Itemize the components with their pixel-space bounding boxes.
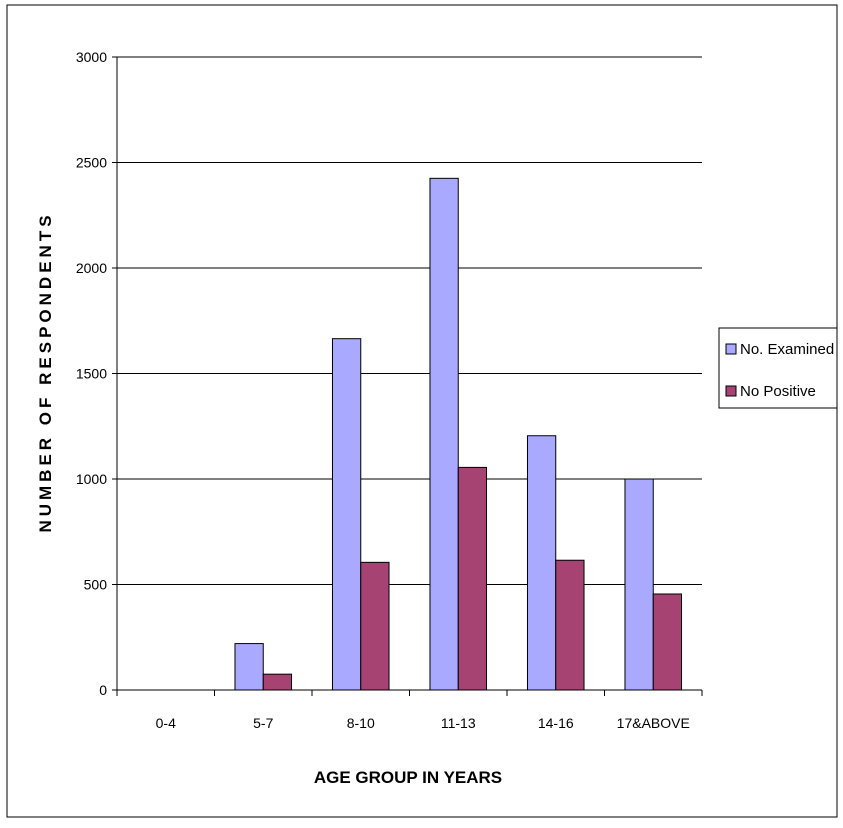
- legend-label-examined: No. Examined: [740, 341, 834, 358]
- x-tick-labels: 0-4 5-7 8-10 11-13 14-16 17&ABOVE: [156, 715, 690, 731]
- bar-examined: [429, 177, 459, 691]
- legend: No. Examined No Positive: [718, 327, 838, 409]
- x-tick-label: 11-13: [441, 715, 476, 731]
- x-tick-label: 0-4: [156, 715, 176, 731]
- x-tick-label: 5-7: [253, 715, 273, 731]
- bar-positive: [262, 673, 293, 691]
- bars: [234, 177, 683, 691]
- x-tick-label: 8-10: [347, 715, 375, 731]
- bar-examined: [624, 478, 654, 691]
- bar-positive: [555, 559, 585, 691]
- y-tick-label: 500: [84, 577, 108, 593]
- y-tick-label: 2500: [76, 155, 107, 171]
- legend-swatch-positive: [725, 385, 737, 397]
- x-tick-label: 14-16: [538, 715, 574, 731]
- y-tick-label: 0: [99, 682, 107, 698]
- legend-box: [718, 327, 838, 409]
- x-tick-label: 17&ABOVE: [617, 715, 690, 731]
- y-tick-label: 1500: [76, 366, 107, 382]
- gridlines: [112, 56, 702, 691]
- bar-examined: [331, 338, 362, 691]
- bar-positive: [457, 466, 488, 691]
- legend-label-positive: No Positive: [740, 383, 816, 400]
- y-tick-label: 2000: [76, 260, 107, 276]
- y-tick-labels: 0 500 1000 1500 2000 2500 3000: [76, 49, 107, 698]
- bar-examined: [234, 643, 264, 691]
- bar-positive: [360, 561, 390, 691]
- chart-border: [6, 4, 838, 818]
- bar-positive: [652, 593, 683, 691]
- y-axis-title: NUMBER OF RESPONDENTS: [36, 211, 55, 532]
- axes: [116, 57, 703, 696]
- y-tick-label: 1000: [76, 471, 107, 487]
- bar-examined: [526, 435, 557, 691]
- y-tick-label: 3000: [76, 49, 107, 65]
- legend-swatch-examined: [725, 343, 737, 355]
- x-axis-title: AGE GROUP IN YEARS: [314, 768, 502, 787]
